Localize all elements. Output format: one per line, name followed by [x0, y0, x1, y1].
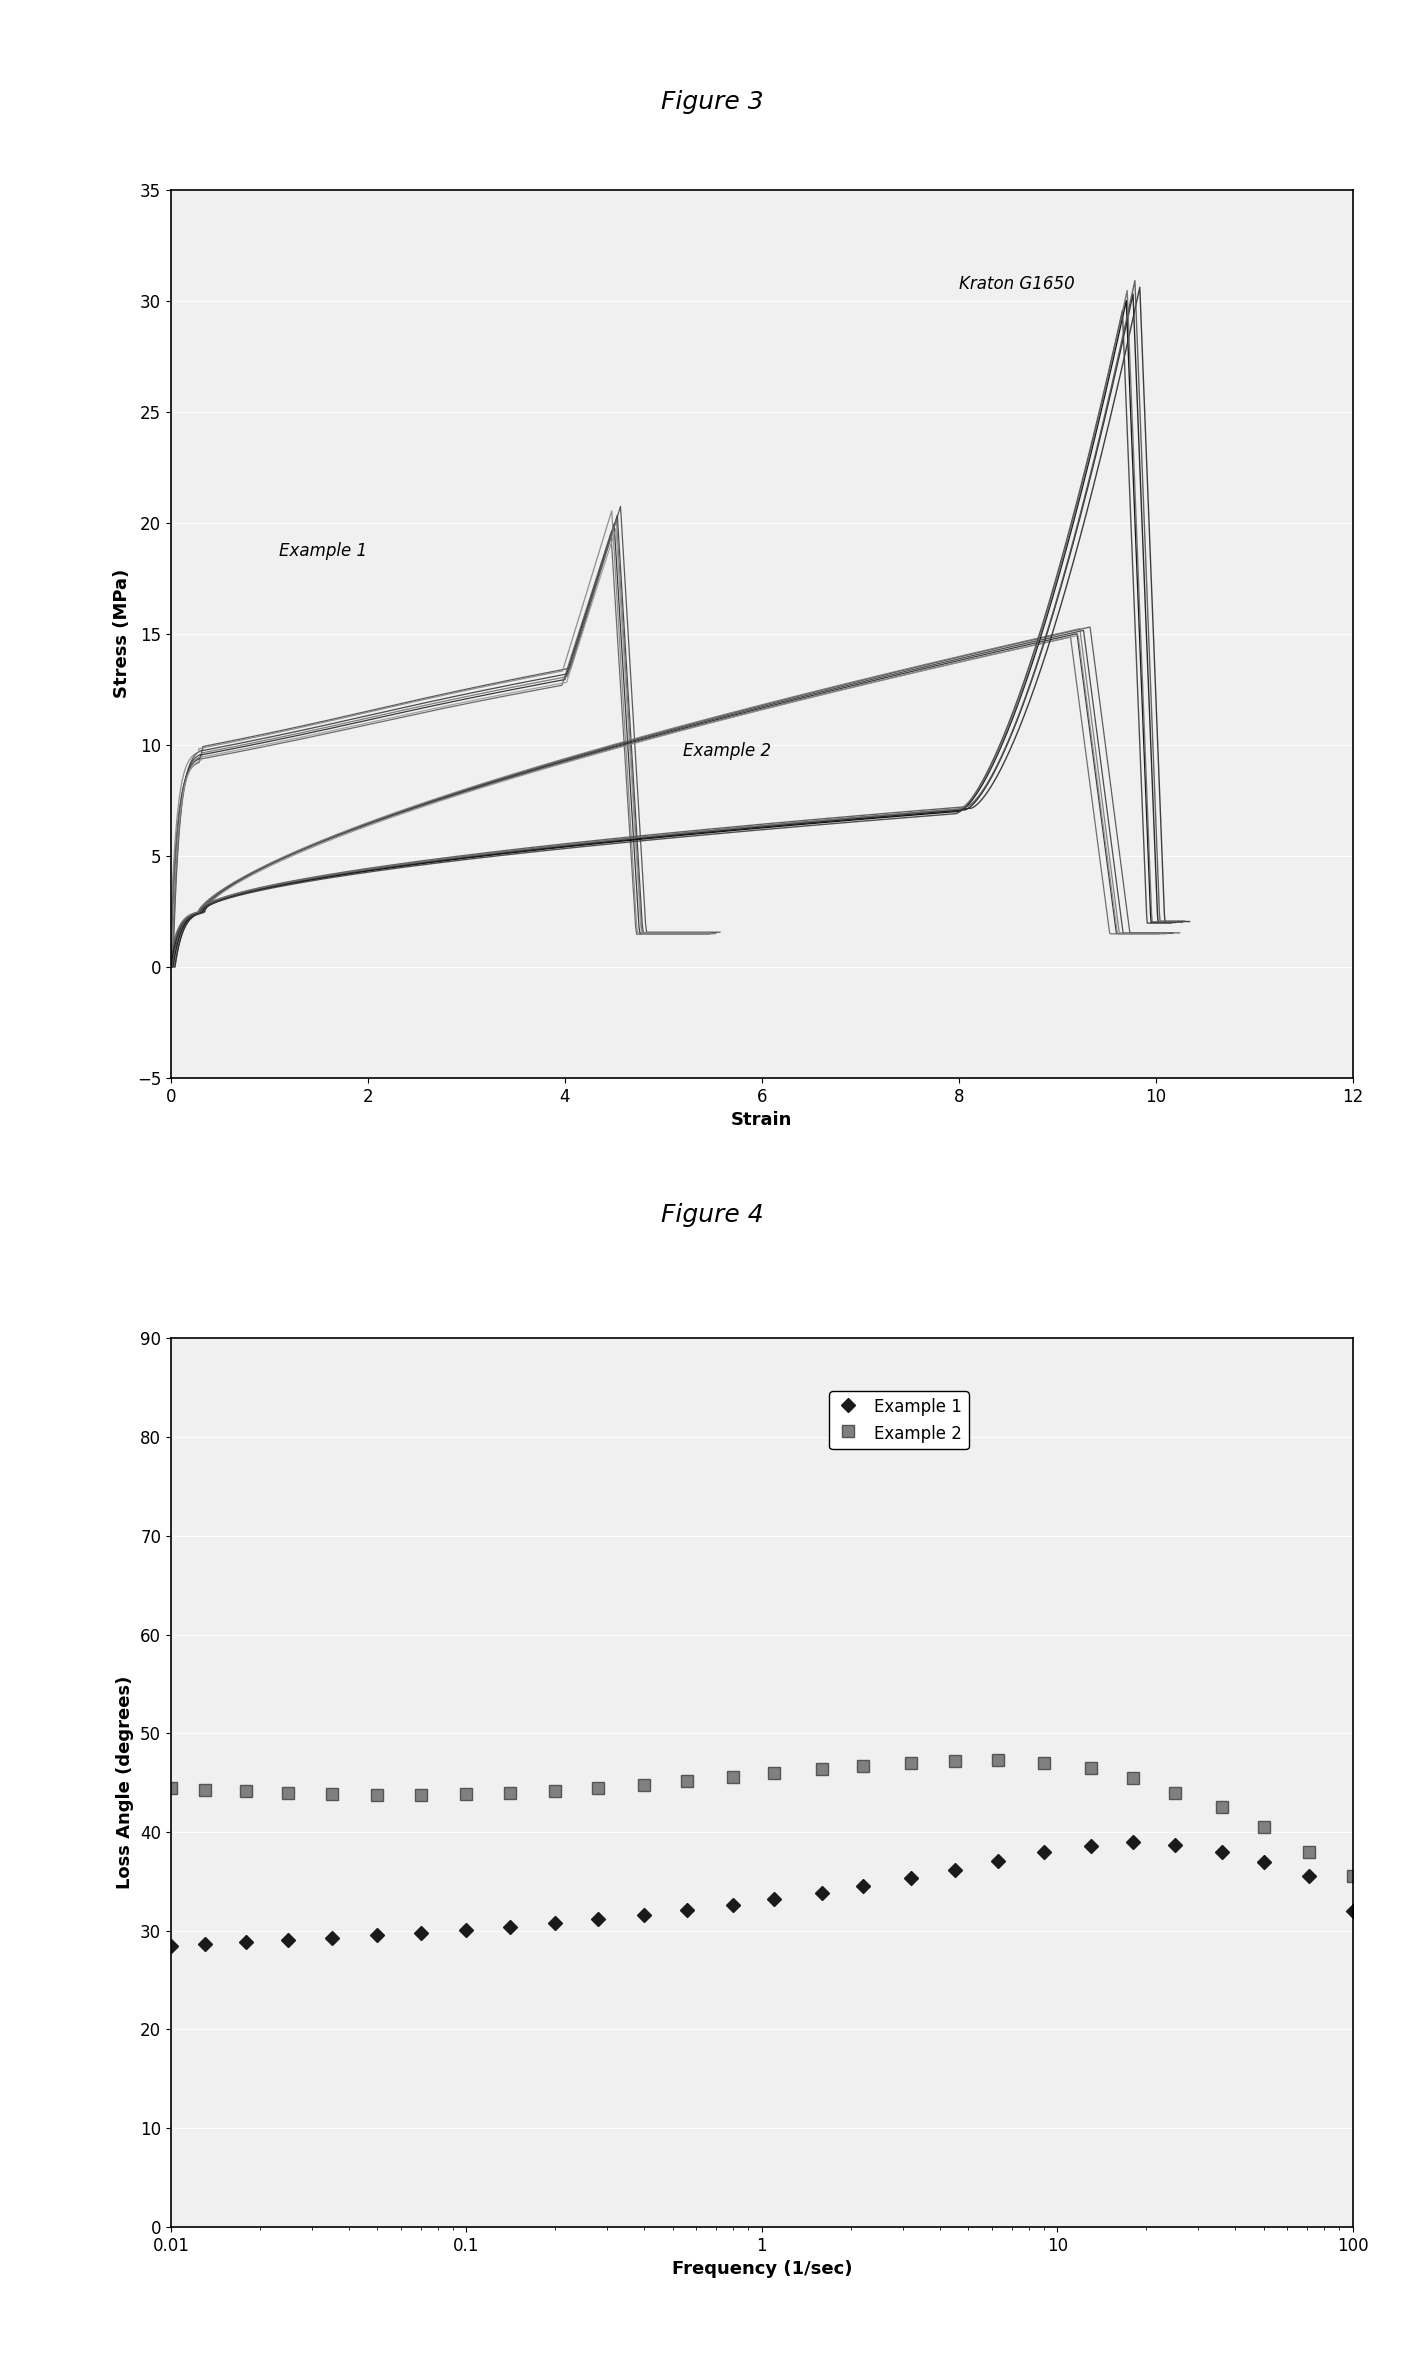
- Example 2: [197, 1774, 214, 1803]
- Example 1: [162, 1931, 179, 1959]
- Example 2: [281, 1779, 298, 1808]
- Y-axis label: Stress (MPa): Stress (MPa): [114, 569, 131, 699]
- Example 2: [1082, 1753, 1099, 1781]
- Line: Example 2: Example 2: [165, 1755, 1358, 1881]
- Text: Kraton G1650: Kraton G1650: [958, 275, 1075, 294]
- Example 2: [412, 1781, 429, 1810]
- Example 1: [412, 1919, 429, 1947]
- Example 2: [766, 1758, 783, 1786]
- Example 2: [323, 1779, 340, 1808]
- Example 2: [162, 1774, 179, 1803]
- Example 1: [679, 1895, 696, 1924]
- Example 2: [903, 1748, 920, 1777]
- Example 1: [854, 1872, 871, 1900]
- Example 2: [547, 1777, 564, 1805]
- Example 2: [590, 1774, 607, 1803]
- Example 1: [1213, 1838, 1230, 1867]
- Example 2: [1344, 1862, 1361, 1890]
- Example 2: [635, 1770, 652, 1798]
- Example 2: [1300, 1838, 1317, 1867]
- Example 2: [459, 1779, 476, 1808]
- Example 1: [990, 1845, 1007, 1874]
- Example 2: [501, 1779, 518, 1808]
- Example 2: [725, 1763, 742, 1791]
- Example 2: [369, 1781, 386, 1810]
- Text: Example 2: Example 2: [684, 741, 772, 760]
- Example 2: [238, 1777, 255, 1805]
- Example 1: [197, 1928, 214, 1957]
- Example 2: [990, 1746, 1007, 1774]
- Example 1: [1082, 1831, 1099, 1860]
- Example 2: [1166, 1779, 1183, 1808]
- Example 1: [813, 1879, 830, 1907]
- Example 1: [1166, 1831, 1183, 1860]
- Example 2: [1213, 1793, 1230, 1822]
- Example 1: [725, 1890, 742, 1919]
- Text: Figure 3: Figure 3: [661, 90, 763, 114]
- Text: Figure 4: Figure 4: [661, 1203, 763, 1227]
- Example 1: [547, 1909, 564, 1938]
- Example 2: [854, 1751, 871, 1779]
- Example 1: [238, 1928, 255, 1957]
- Example 1: [590, 1905, 607, 1933]
- Example 2: [679, 1767, 696, 1796]
- Example 1: [947, 1855, 964, 1883]
- Example 1: [459, 1917, 476, 1945]
- Example 2: [813, 1755, 830, 1784]
- Example 1: [766, 1886, 783, 1914]
- Example 2: [947, 1746, 964, 1774]
- Text: Example 1: Example 1: [279, 543, 367, 559]
- Example 2: [1256, 1812, 1273, 1841]
- Example 1: [501, 1912, 518, 1940]
- X-axis label: Frequency (1/sec): Frequency (1/sec): [672, 2260, 852, 2279]
- Example 1: [635, 1900, 652, 1928]
- Legend: Example 1, Example 2: Example 1, Example 2: [829, 1391, 968, 1450]
- Example 1: [1035, 1838, 1052, 1867]
- Example 1: [1124, 1829, 1141, 1857]
- Example 2: [1035, 1748, 1052, 1777]
- Line: Example 1: Example 1: [167, 1836, 1357, 1950]
- Example 1: [323, 1924, 340, 1952]
- Example 1: [281, 1926, 298, 1954]
- Example 1: [1344, 1898, 1361, 1926]
- Y-axis label: Loss Angle (degrees): Loss Angle (degrees): [117, 1675, 134, 1890]
- Example 1: [1256, 1848, 1273, 1876]
- Example 1: [1300, 1862, 1317, 1890]
- X-axis label: Strain: Strain: [731, 1111, 793, 1130]
- Example 2: [1124, 1763, 1141, 1791]
- Example 1: [903, 1864, 920, 1893]
- Example 1: [369, 1921, 386, 1950]
